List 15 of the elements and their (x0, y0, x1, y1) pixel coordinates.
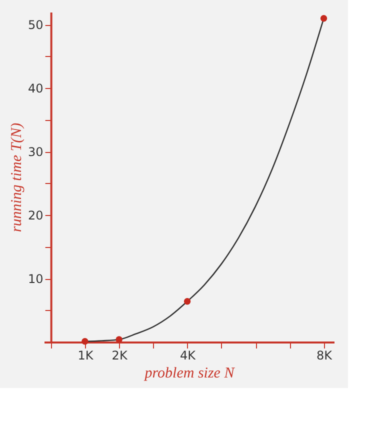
x-tick-label: 8K (316, 348, 334, 362)
point (184, 298, 191, 305)
point (320, 15, 328, 22)
x-tick-label: 2K (112, 348, 128, 362)
y-tick-label: 10 (28, 272, 44, 286)
y-tick-label: 20 (28, 208, 44, 223)
point (82, 338, 88, 345)
y-tick-label: 50 (28, 18, 44, 32)
x-tick-label: 1K (78, 348, 94, 362)
x-tick-label: 4K (180, 348, 197, 362)
y-tick-label: 30 (28, 145, 44, 160)
y-axis-title: running time T(N) (9, 122, 26, 232)
y-tick-label: 40 (28, 82, 44, 96)
x-axis-title: problem size N (144, 366, 236, 382)
point (116, 336, 122, 343)
